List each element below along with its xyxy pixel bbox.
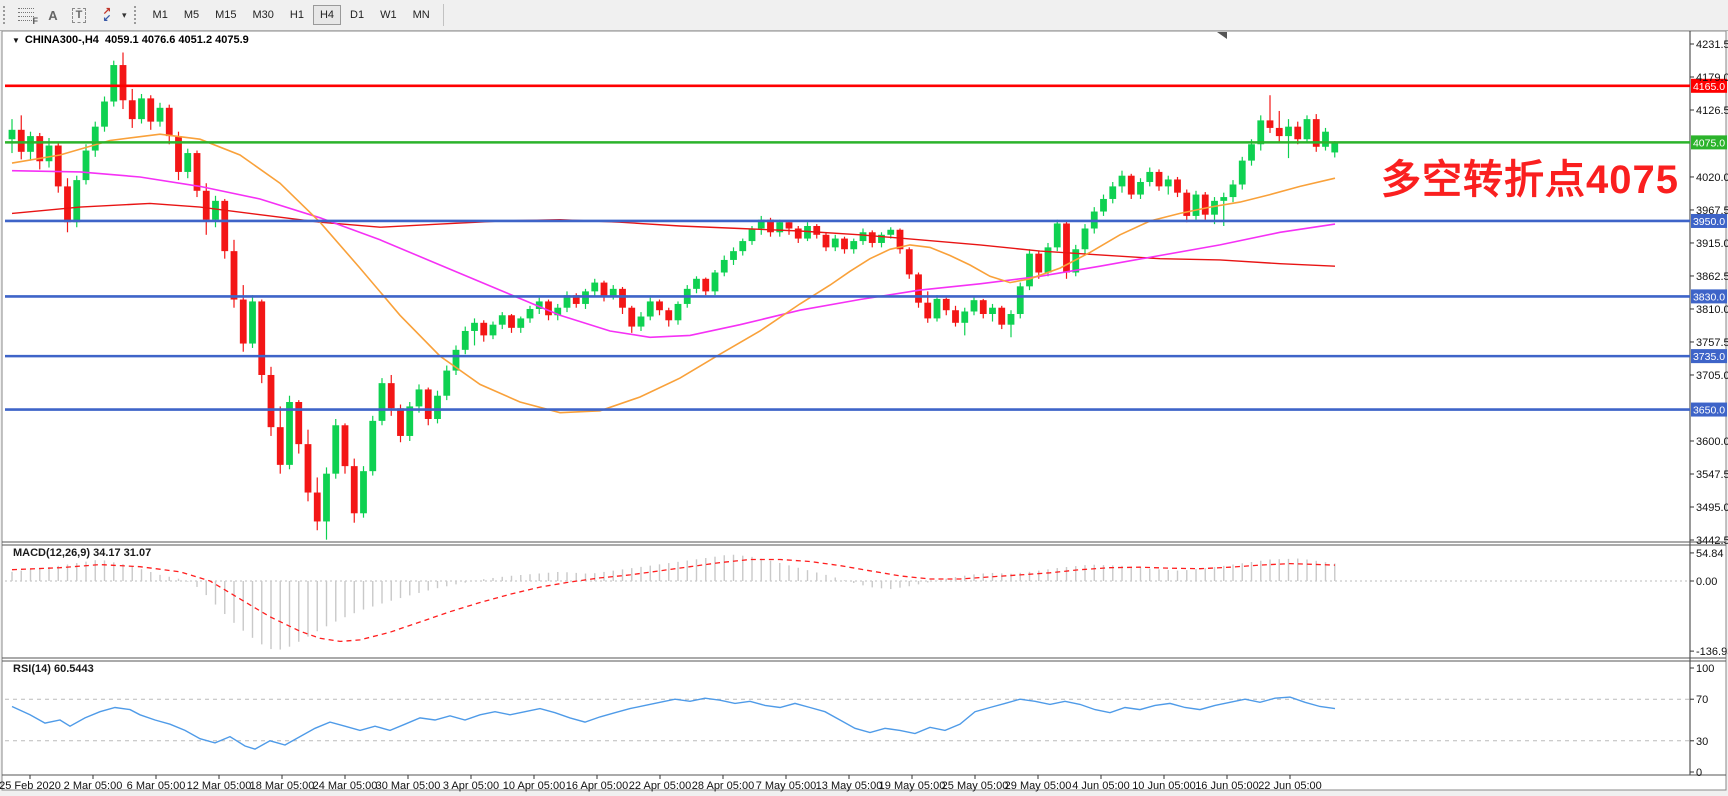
svg-text:3600.0: 3600.0 xyxy=(1696,436,1728,448)
svg-text:3967.5: 3967.5 xyxy=(1696,205,1728,217)
svg-text:18 Mar 05:00: 18 Mar 05:00 xyxy=(250,780,315,792)
svg-text:-136.93: -136.93 xyxy=(1696,646,1728,658)
timeframe-button-group: M1 M5 M15 M30 H1 H4 D1 W1 MN xyxy=(145,5,438,25)
svg-text:24 Mar 05:00: 24 Mar 05:00 xyxy=(313,780,378,792)
svg-text:3862.5: 3862.5 xyxy=(1696,271,1728,283)
fibonacci-icon: F xyxy=(18,7,38,26)
fibonacci-button[interactable]: F xyxy=(14,3,40,27)
toolbar-separator xyxy=(442,4,444,26)
svg-text:22 Jun 05:00: 22 Jun 05:00 xyxy=(1258,780,1322,792)
svg-text:3757.5: 3757.5 xyxy=(1696,337,1728,349)
timeframe-button-MN[interactable]: MN xyxy=(412,9,430,21)
svg-text:3950.0: 3950.0 xyxy=(1693,216,1725,228)
text-label-icon: A xyxy=(48,7,58,23)
timeframe-button-M5[interactable]: M5 xyxy=(183,9,200,21)
svg-text:13 May 05:00: 13 May 05:00 xyxy=(816,780,883,792)
svg-text:16 Jun 05:00: 16 Jun 05:00 xyxy=(1195,780,1259,792)
collapse-triangle-icon[interactable]: ▼ xyxy=(12,36,20,45)
svg-text:22 Apr 05:00: 22 Apr 05:00 xyxy=(629,780,691,792)
ohlc-values: 4059.1 4076.6 4051.2 4075.9 xyxy=(105,34,249,46)
svg-text:2 Mar 05:00: 2 Mar 05:00 xyxy=(64,780,123,792)
timeframe-button-W1[interactable]: W1 xyxy=(380,9,397,21)
svg-text:7 May 05:00: 7 May 05:00 xyxy=(756,780,817,792)
symbol-timeframe-label: CHINA300-,H4 xyxy=(24,34,99,46)
toolbar-drag-handle[interactable] xyxy=(3,6,9,24)
svg-text:3705.0: 3705.0 xyxy=(1696,370,1728,382)
svg-text:10 Jun 05:00: 10 Jun 05:00 xyxy=(1132,780,1196,792)
svg-text:4 Jun 05:00: 4 Jun 05:00 xyxy=(1072,780,1130,792)
svg-text:6 Mar 05:00: 6 Mar 05:00 xyxy=(127,780,186,792)
rsi-value: 60.5443 xyxy=(53,663,94,675)
svg-text:0: 0 xyxy=(1696,767,1702,779)
svg-text:3650.0: 3650.0 xyxy=(1693,405,1725,417)
chart-legend: ▼ CHINA300-,H4 4059.1 4076.6 4051.2 4075.… xyxy=(12,34,249,46)
macd-indicator-label: MACD(12,26,9) 34.17 31.07 xyxy=(13,547,152,559)
timeframe-button-H1[interactable]: H1 xyxy=(289,9,304,21)
svg-text:4020.0: 4020.0 xyxy=(1696,172,1728,184)
svg-text:3915.0: 3915.0 xyxy=(1696,238,1728,250)
text-box-icon: T xyxy=(71,7,87,23)
svg-text:54.84: 54.84 xyxy=(1696,548,1724,560)
rsi-indicator-label: RSI(14) 60.5443 xyxy=(13,663,94,675)
svg-text:10 Apr 05:00: 10 Apr 05:00 xyxy=(503,780,565,792)
svg-text:3735.0: 3735.0 xyxy=(1693,351,1725,363)
svg-text:100: 100 xyxy=(1696,663,1714,675)
svg-text:4165.0: 4165.0 xyxy=(1693,81,1725,93)
svg-text:4231.5: 4231.5 xyxy=(1696,39,1728,51)
macd-values: 34.17 31.07 xyxy=(93,547,152,559)
svg-text:70: 70 xyxy=(1696,694,1708,706)
svg-text:3 Apr 05:00: 3 Apr 05:00 xyxy=(443,780,499,792)
toolbar-drag-handle[interactable] xyxy=(133,6,140,24)
timeframe-button-M1[interactable]: M1 xyxy=(152,9,168,21)
svg-text:30: 30 xyxy=(1696,736,1708,748)
chart-text-annotation: 多空转折点4075 xyxy=(1381,158,1679,202)
text-label-button[interactable]: A xyxy=(40,3,66,27)
svg-text:3810.0: 3810.0 xyxy=(1696,304,1728,316)
svg-text:3495.0: 3495.0 xyxy=(1696,502,1728,514)
svg-text:0.00: 0.00 xyxy=(1696,576,1717,588)
svg-text:16 Apr 05:00: 16 Apr 05:00 xyxy=(566,780,628,792)
text-box-button[interactable]: T xyxy=(66,3,92,27)
svg-text:25 May 05:00: 25 May 05:00 xyxy=(942,780,1009,792)
svg-text:25 Feb 2020: 25 Feb 2020 xyxy=(0,780,61,792)
svg-text:3830.0: 3830.0 xyxy=(1693,291,1725,303)
svg-text:12 Mar 05:00: 12 Mar 05:00 xyxy=(187,780,252,792)
arrows-button[interactable]: ↗ ↙ xyxy=(92,3,122,27)
toolbar: F A T ↗ ↙ ▾ M1 M5 M15 M30 H1 H4 D1 W1 MN xyxy=(0,0,1728,31)
svg-text:29 May 05:00: 29 May 05:00 xyxy=(1005,780,1072,792)
svg-text:4179.0: 4179.0 xyxy=(1696,72,1728,84)
svg-text:19 May 05:00: 19 May 05:00 xyxy=(879,780,946,792)
svg-text:30 Mar 05:00: 30 Mar 05:00 xyxy=(376,780,441,792)
timeframe-button-M30[interactable]: M30 xyxy=(252,9,274,21)
timeframe-button-D1[interactable]: D1 xyxy=(350,9,365,21)
svg-text:4075.0: 4075.0 xyxy=(1693,137,1725,149)
svg-text:4126.5: 4126.5 xyxy=(1696,105,1728,117)
svg-text:28 Apr 05:00: 28 Apr 05:00 xyxy=(692,780,754,792)
arrows-icon: ↗ ↙ xyxy=(102,6,112,24)
svg-text:3547.5: 3547.5 xyxy=(1696,469,1728,481)
timeframe-button-M15[interactable]: M15 xyxy=(215,9,237,21)
timeframe-button-H4[interactable]: H4 xyxy=(312,5,342,25)
chevron-down-icon[interactable]: ▾ xyxy=(122,9,127,20)
svg-text:3442.5: 3442.5 xyxy=(1696,535,1728,547)
